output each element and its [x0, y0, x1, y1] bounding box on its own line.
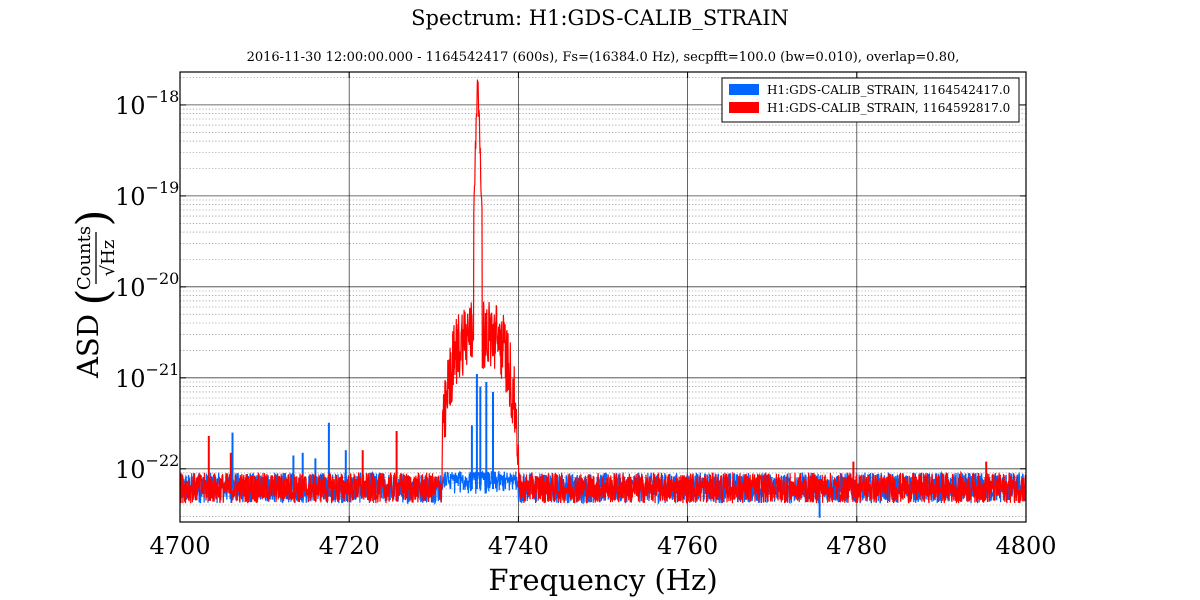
- y-tick-label: 10−18: [115, 87, 179, 120]
- chart-title: Spectrum: H1:GDS-CALIB_STRAIN: [411, 6, 789, 30]
- series-1: [179, 374, 1027, 518]
- grid-layer: [179, 72, 1027, 522]
- x-tick-label: 4720: [319, 532, 380, 560]
- x-axis-label: Frequency (Hz): [488, 563, 717, 597]
- series-2: [179, 79, 1027, 504]
- x-tick-label: 4780: [826, 532, 887, 560]
- ticks-layer: 4700 4720 4740 4760 4780 4800 10−22 10−21 10−20 1…: [115, 72, 1057, 560]
- series-layer: [179, 79, 1027, 518]
- y-tick-label: 10−19: [115, 178, 179, 211]
- legend-swatch: [729, 102, 759, 113]
- x-tick-label: 4700: [149, 532, 210, 560]
- y-axis-label-close-paren: ): [68, 209, 119, 226]
- y-tick-label: 10−20: [115, 269, 179, 302]
- x-tick-label: 4760: [657, 532, 718, 560]
- y-axis-label: ASD ( Counts √Hz ): [68, 209, 119, 379]
- y-axis-label-numerator: Counts: [74, 226, 95, 290]
- legend-swatch: [729, 84, 759, 95]
- legend-label: H1:GDS-CALIB_STRAIN, 1164542417.0: [767, 83, 1010, 97]
- y-tick-label: 10−22: [115, 451, 179, 484]
- y-tick-label: 10−21: [115, 360, 179, 393]
- legend-box: [721, 77, 1020, 123]
- y-axis-label-open-paren: (: [68, 288, 119, 305]
- chart-subtitle: 2016-11-30 12:00:00.000 - 1164542417 (60…: [246, 50, 960, 65]
- series-line: [179, 79, 1027, 504]
- plot-frame: [179, 71, 1027, 523]
- x-tick-label: 4800: [995, 532, 1056, 560]
- legend-label: H1:GDS-CALIB_STRAIN, 1164592817.0: [767, 101, 1010, 115]
- x-tick-label: 4740: [488, 532, 549, 560]
- y-axis-label-prefix: ASD: [71, 314, 105, 379]
- legend: H1:GDS-CALIB_STRAIN, 1164542417.0 H1:GDS-…: [721, 77, 1020, 123]
- y-axis-label-denominator: √Hz: [98, 240, 119, 277]
